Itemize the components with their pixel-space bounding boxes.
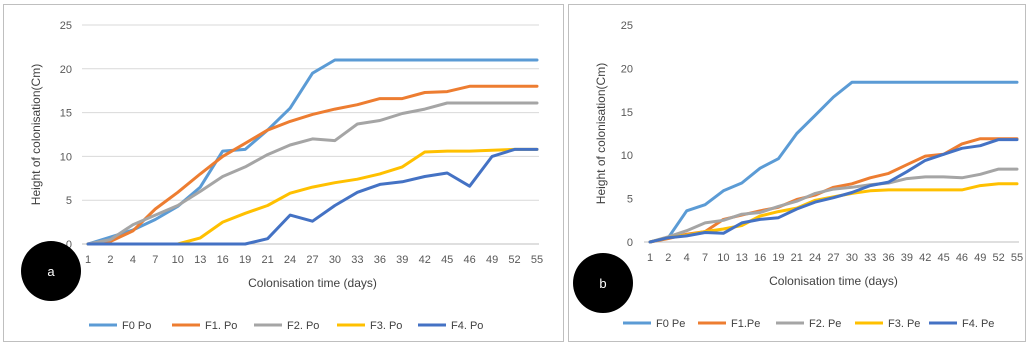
x-tick-label: 21: [791, 252, 803, 264]
series-line-f1-pe: [648, 137, 1019, 244]
x-tick-label: 42: [419, 254, 431, 266]
x-tick-label: 4: [130, 254, 136, 266]
x-tick-label: 7: [152, 254, 158, 266]
x-tick-label: 45: [441, 254, 453, 266]
x-tick-label: 16: [754, 252, 766, 264]
x-tick-label: 24: [809, 252, 821, 264]
x-tick-label: 30: [329, 254, 341, 266]
x-tick-label: 1: [85, 254, 91, 266]
x-tick-label: 19: [772, 252, 784, 264]
x-tick-label: 46: [464, 254, 476, 266]
y-tick-label: 10: [621, 150, 633, 162]
x-tick-label: 49: [486, 254, 498, 266]
x-tick-label: 55: [1011, 252, 1023, 264]
x-tick-label: 19: [239, 254, 251, 266]
y-tick-label: 10: [60, 151, 72, 163]
x-tick-label: 30: [846, 252, 858, 264]
x-tick-label: 10: [172, 254, 184, 266]
legend-label: F4. Pe: [962, 318, 994, 330]
x-tick-label: 27: [827, 252, 839, 264]
legend-label: F1.Pe: [731, 318, 760, 330]
x-tick-label: 36: [882, 252, 894, 264]
y-tick-label: 0: [66, 239, 72, 251]
panel-badge-label: a: [47, 264, 55, 279]
x-tick-label: 27: [306, 254, 318, 266]
x-tick-label: 55: [531, 254, 543, 266]
x-tick-label: 39: [396, 254, 408, 266]
legend-label: F4. Po: [451, 320, 483, 332]
legend-label: F0 Pe: [656, 318, 685, 330]
x-tick-label: 13: [736, 252, 748, 264]
series-line-f0-pe: [648, 80, 1019, 244]
y-tick-label: 25: [621, 20, 633, 32]
x-tick-label: 52: [993, 252, 1005, 264]
y-tick-label: 15: [60, 108, 72, 120]
legend-label: F0 Po: [122, 320, 151, 332]
x-tick-label: 52: [508, 254, 520, 266]
x-tick-label: 2: [107, 254, 113, 266]
x-tick-label: 4: [684, 252, 690, 264]
series-line-f0-po: [86, 58, 539, 246]
y-axis-title: Height of colonisation(Cm): [29, 64, 43, 205]
series-line-f4-pe: [648, 138, 1019, 244]
y-tick-label: 20: [621, 63, 633, 75]
x-tick-label: 21: [261, 254, 273, 266]
panel-badge: [21, 241, 81, 301]
x-tick-label: 45: [937, 252, 949, 264]
legend-label: F1. Po: [205, 320, 237, 332]
x-tick-label: 1: [647, 252, 653, 264]
x-axis-title: Colonisation time (days): [769, 274, 898, 288]
y-tick-label: 25: [60, 20, 72, 32]
legend-label: F3. Po: [370, 320, 402, 332]
x-tick-label: 36: [374, 254, 386, 266]
y-tick-label: 0: [627, 237, 633, 249]
x-tick-label: 24: [284, 254, 296, 266]
x-axis-title: Colonisation time (days): [248, 276, 377, 290]
x-tick-label: 10: [717, 252, 729, 264]
x-tick-label: 13: [194, 254, 206, 266]
x-tick-label: 39: [901, 252, 913, 264]
series-line-f2-po: [86, 101, 539, 246]
chart-panel-b: 0 5 10 15 20 25 1 2 4 7 10 13 16 19 21 24 27 30 33 36 39 42 45…: [568, 4, 1026, 342]
y-tick-label: 20: [60, 64, 72, 76]
x-tick-label: 49: [974, 252, 986, 264]
x-tick-label: 33: [351, 254, 363, 266]
x-tick-label: 2: [665, 252, 671, 264]
panel-badge: [573, 253, 633, 313]
y-tick-label: 5: [627, 194, 633, 206]
series-line-f4-po: [86, 147, 539, 246]
legend-label: F3. Pe: [888, 318, 920, 330]
x-tick-label: 46: [956, 252, 968, 264]
legend-label: F2. Po: [287, 320, 319, 332]
y-tick-label: 5: [66, 195, 72, 207]
x-tick-label: 7: [702, 252, 708, 264]
chart-panel-a: 0 5 10 15 20 25 1 2 4 7 10 13 16 19 21 24 27 30 33 36 39 42 45…: [3, 4, 564, 342]
x-tick-label: 42: [919, 252, 931, 264]
x-tick-label: 33: [864, 252, 876, 264]
legend-label: F2. Pe: [809, 318, 841, 330]
x-tick-label: 16: [217, 254, 229, 266]
series-line-f2-pe: [648, 167, 1019, 244]
y-tick-label: 15: [621, 107, 633, 119]
y-axis-title: Height of colonisation(Cm): [594, 63, 608, 204]
panel-badge-label: b: [599, 276, 606, 291]
series-line-f1-po: [86, 84, 539, 246]
series-line-f3-po: [86, 147, 539, 246]
